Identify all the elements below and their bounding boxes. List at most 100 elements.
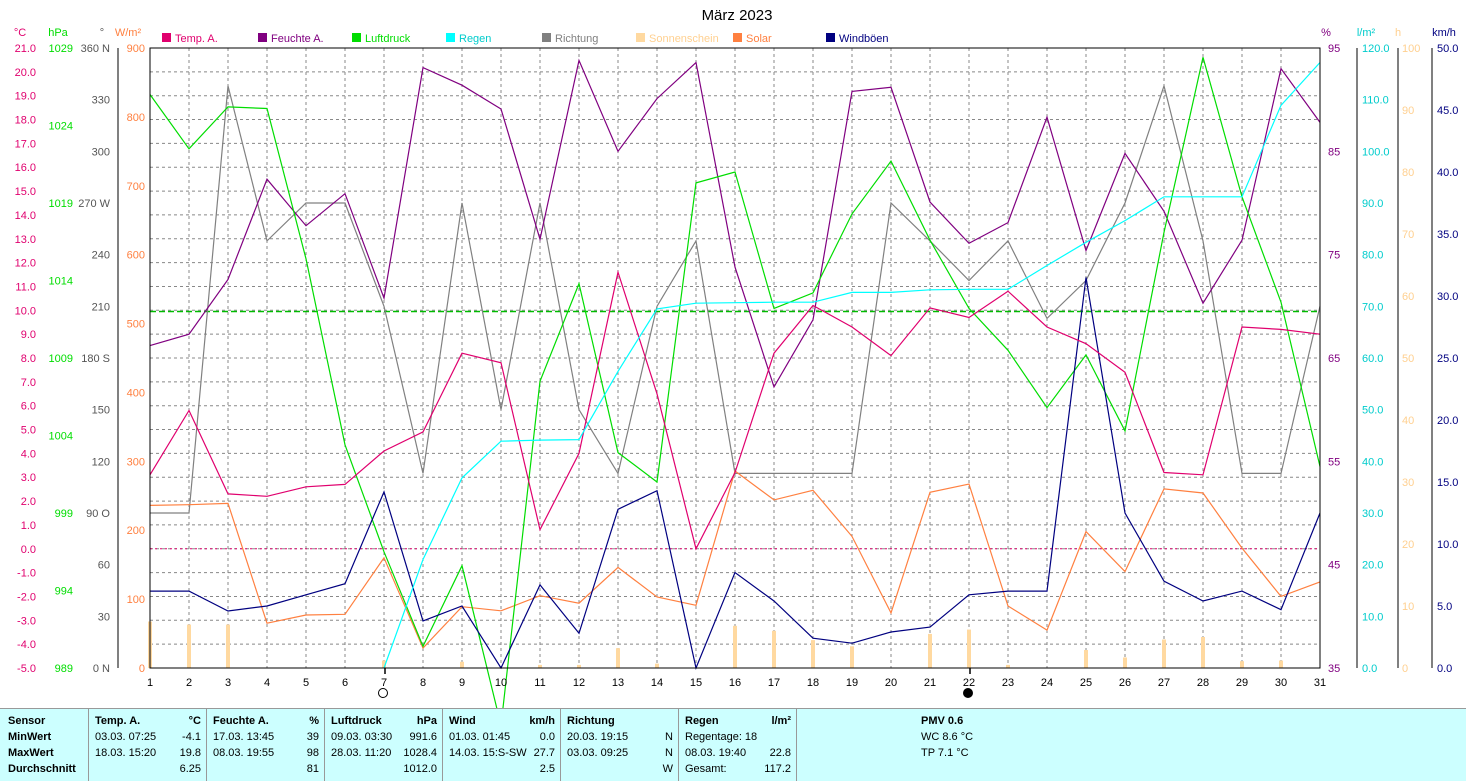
wind-tick-label: 0.0 — [1437, 663, 1452, 675]
rain-tick-label: 120.0 — [1362, 43, 1390, 55]
stats-pmv-tp: TP 7.1 °C — [921, 747, 969, 759]
temp-tick-label: 2.0 — [21, 496, 36, 508]
direction-tick-label: 90 O — [86, 508, 110, 520]
direction-tick-label: 30 — [98, 611, 110, 623]
chart-title: März 2023 — [702, 7, 773, 24]
pressure-tick-label: 1024 — [49, 121, 73, 133]
temp-tick-label: 9.0 — [21, 329, 36, 341]
x-tick-label: 30 — [1275, 677, 1287, 689]
plot-frame — [117, 47, 1433, 669]
stats-direction-avg-val: W — [662, 763, 673, 775]
temp-tick-label: 7.0 — [21, 377, 36, 389]
pressure-tick-label: 1004 — [49, 431, 73, 443]
temp-tick-label: 13.0 — [15, 234, 36, 246]
pressure-tick-label: 994 — [55, 586, 73, 598]
humidity-unit-label: % — [1321, 27, 1331, 39]
direction-tick-label: 0 N — [93, 663, 110, 675]
sunshine-bar — [811, 640, 815, 668]
legend-swatch — [258, 33, 267, 42]
stats-pressure-min-val: 991.6 — [409, 731, 437, 743]
sunshine-bars — [148, 621, 1283, 668]
sunshine-bar — [1201, 637, 1205, 668]
stats-wind-min-val: 0.0 — [539, 731, 555, 743]
wind-tick-label: 35.0 — [1437, 229, 1458, 241]
stats-humidity-avg-val: 81 — [306, 763, 319, 775]
stats-temp-unit: °C — [188, 715, 201, 727]
x-tick-label: 21 — [924, 677, 936, 689]
direction-tick-label: 60 — [98, 560, 110, 572]
rain-tick-label: 0.0 — [1362, 663, 1377, 675]
x-tick-label: 1 — [147, 677, 153, 689]
humidity-tick-label: 65 — [1328, 353, 1340, 365]
series-line-wind — [150, 277, 1321, 671]
wind-unit-label: km/h — [1432, 27, 1456, 39]
legend-swatch — [542, 33, 551, 42]
direction-tick-label: 270 W — [78, 198, 110, 210]
temp-tick-label: -3.0 — [17, 615, 36, 627]
moon-new-icon — [963, 688, 973, 698]
stats-humidity-min-date: 17.03. 13:45 — [213, 731, 275, 743]
temp-tick-label: -5.0 — [17, 663, 36, 675]
wind-tick-label: 50.0 — [1437, 43, 1458, 55]
temp-tick-label: -2.0 — [17, 591, 36, 603]
stats-humidity-unit: % — [309, 715, 319, 727]
temp-tick-label: 11.0 — [15, 281, 36, 293]
temp-tick-label: 21.0 — [15, 43, 36, 55]
stats-rain-max-val: 22.8 — [769, 747, 791, 759]
chart-grid — [150, 48, 1320, 668]
weather-chart: 21.020.019.018.017.016.015.014.013.012.0… — [14, 7, 1458, 708]
sun-tick-label: 50 — [1402, 353, 1414, 365]
stats-rain-total-label: Gesamt: — [685, 763, 727, 775]
stats-min-label: MinWert — [8, 731, 52, 743]
stats-direction-min-date: 20.03. 19:15 — [567, 731, 629, 743]
temp-tick-label: 8.0 — [21, 353, 36, 365]
rain-tick-label: 30.0 — [1362, 508, 1383, 520]
sunshine-bar — [1162, 639, 1166, 668]
x-tick-label: 5 — [303, 677, 309, 689]
x-tick-label: 25 — [1080, 677, 1092, 689]
temp-tick-label: 18.0 — [15, 115, 36, 127]
temp-tick-label: 1.0 — [21, 520, 36, 532]
x-tick-label: 24 — [1041, 677, 1053, 689]
sun-tick-label: 30 — [1402, 477, 1414, 489]
stats-rain-days: Regentage: 18 — [685, 731, 758, 743]
rain-tick-label: 90.0 — [1362, 198, 1383, 210]
stats-pressure-max-val: 1028.4 — [403, 747, 437, 759]
sunshine-bar — [577, 664, 581, 668]
legend-label: Regen — [459, 33, 491, 45]
stats-humidity-title: Feuchte A. — [213, 715, 269, 727]
x-tick-label: 23 — [1002, 677, 1014, 689]
stats-sensor: Sensor MinWert MaxWert Durchschnitt — [0, 709, 88, 781]
humidity-tick-label: 75 — [1328, 250, 1340, 262]
x-tick-label: 8 — [420, 677, 426, 689]
sun-tick-label: 10 — [1402, 601, 1414, 613]
stats-direction-max-date: 03.03. 09:25 — [567, 747, 629, 759]
stats-temp-title: Temp. A. — [95, 715, 141, 727]
x-tick-label: 12 — [573, 677, 585, 689]
sunshine-bar — [928, 633, 932, 668]
series-line-humidity — [149, 58, 1321, 389]
stats-rain-max-date: 08.03. 19:40 — [685, 747, 747, 759]
legend-label: Richtung — [555, 33, 598, 45]
legend-label: Luftdruck — [365, 33, 411, 45]
pressure-tick-label: 989 — [55, 663, 73, 675]
direction-unit-label: ° — [100, 27, 104, 39]
temp-tick-label: 5.0 — [21, 425, 36, 437]
stats-pressure: Luftdruck hPa 09.03. 03:30 991.6 28.03. … — [324, 709, 443, 781]
stats-rain-unit: l/m² — [771, 715, 791, 727]
wind-tick-label: 25.0 — [1437, 353, 1458, 365]
sunshine-bar — [1084, 650, 1088, 668]
sunshine-bar — [538, 664, 542, 668]
sun-tick-label: 90 — [1402, 105, 1414, 117]
sunshine-bar — [733, 625, 737, 668]
stats-wind-unit: km/h — [529, 715, 555, 727]
stats-temp-min-date: 03.03. 07:25 — [95, 731, 157, 743]
temp-tick-label: -1.0 — [17, 568, 36, 580]
x-tick-label: 17 — [768, 677, 780, 689]
temp-tick-label: 16.0 — [15, 162, 36, 174]
x-tick-label: 31 — [1314, 677, 1326, 689]
stats-humidity-max-date: 08.03. 19:55 — [213, 747, 275, 759]
temp-tick-label: 15.0 — [15, 186, 36, 198]
temp-tick-label: 19.0 — [15, 91, 36, 103]
sunshine-bar — [187, 624, 191, 668]
